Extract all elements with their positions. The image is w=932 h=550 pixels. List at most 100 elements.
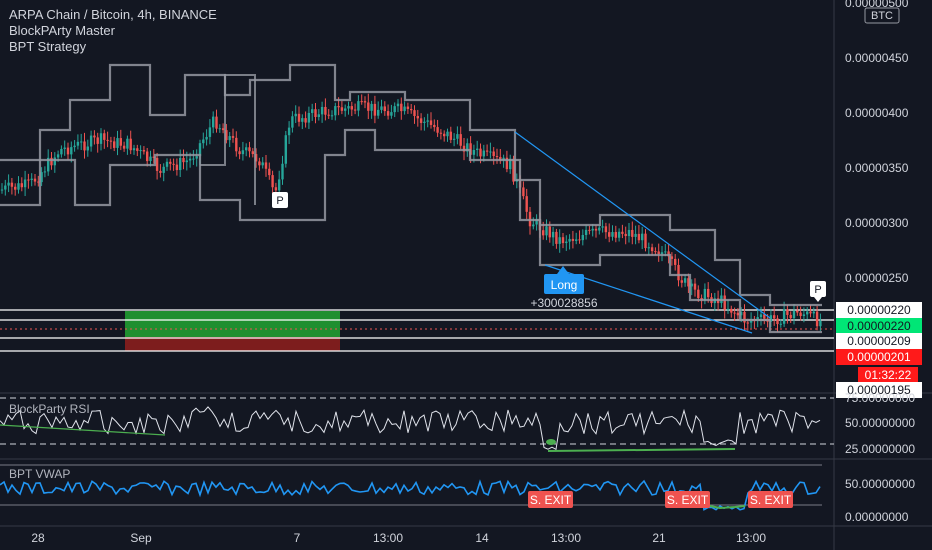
candle-body	[683, 278, 687, 283]
candle-body	[261, 162, 264, 166]
channel-upper	[0, 63, 822, 307]
trendline-upper	[514, 131, 771, 319]
candle-body	[254, 154, 258, 162]
rsi-divergence-line	[0, 424, 166, 436]
candle-body	[149, 156, 152, 162]
candle-body	[159, 170, 162, 173]
time-tick-label: 14	[475, 531, 489, 545]
time-tick-label: 7	[294, 531, 301, 545]
price-tag-label: 0.00000209	[847, 334, 911, 348]
indicator-label-strategy[interactable]: BPT Strategy	[9, 39, 87, 54]
exit-label: S. EXIT	[667, 493, 709, 507]
rsi-divergence-dot	[546, 439, 556, 445]
price-tick-label: 0.00000350	[845, 161, 909, 175]
chart-title: ARPA Chain / Bitcoin, 4h, BINANCE	[9, 7, 217, 22]
rsi-pane-title[interactable]: BlockParty RSI	[9, 402, 90, 416]
candle-body	[571, 238, 575, 241]
candle-body	[429, 120, 433, 125]
candle-body	[294, 113, 297, 117]
rsi-tick-label: 75.00000000	[845, 391, 915, 405]
candle-body	[492, 151, 495, 157]
candle-body	[248, 147, 251, 152]
exit-label-box	[528, 491, 573, 508]
candle-body	[423, 121, 426, 123]
exit-label: S. EXIT	[750, 493, 792, 507]
candle-body	[66, 147, 70, 155]
long-zone	[125, 311, 340, 337]
candle-body	[245, 147, 248, 151]
long-label-box	[544, 274, 584, 294]
candle-body	[324, 106, 327, 115]
candle-body	[482, 150, 485, 157]
candle-body	[258, 161, 261, 166]
candle-body	[697, 289, 700, 299]
candle-body	[122, 145, 126, 149]
candle-body	[327, 114, 330, 116]
candle-body	[198, 143, 202, 157]
candle-body	[667, 251, 670, 257]
candle-body	[377, 109, 380, 116]
candle-body	[337, 106, 340, 108]
candle-body	[433, 124, 436, 128]
candle-body	[637, 233, 641, 241]
candle-body	[139, 150, 142, 152]
candle-body	[278, 179, 281, 191]
candle-body	[769, 315, 773, 322]
candle-body	[782, 309, 786, 324]
candle-body	[789, 314, 792, 319]
candle-body	[360, 101, 363, 103]
candle-body	[126, 138, 129, 149]
candle-body	[363, 101, 367, 103]
candle-body	[690, 283, 693, 287]
candle-body	[274, 187, 278, 191]
price-tick-label: 0.00000300	[845, 216, 909, 230]
vwap-tick-label: 0.00000000	[845, 510, 909, 524]
currency-badge	[864, 7, 900, 24]
candle-body	[347, 106, 350, 109]
candle-body	[542, 230, 545, 236]
candle-body	[251, 151, 254, 155]
candle-body	[350, 106, 353, 110]
candle-body	[654, 251, 657, 253]
vwap-pane-title[interactable]: BPT VWAP	[9, 467, 71, 481]
candle-body	[726, 308, 730, 310]
candle-body	[565, 241, 568, 244]
candle-body	[446, 131, 449, 137]
candle-body	[743, 311, 746, 323]
candle-body	[426, 120, 429, 122]
indicator-label-master[interactable]: BlockPArty Master	[9, 23, 115, 38]
candle-body	[142, 150, 146, 152]
time-tick-label: 13:00	[736, 531, 766, 545]
candle-body	[146, 151, 149, 162]
candle-body	[436, 127, 439, 133]
candle-body	[27, 179, 30, 181]
candle-body	[611, 232, 614, 237]
candle-body	[231, 136, 235, 138]
candle-body	[485, 150, 489, 152]
candle-body	[779, 323, 782, 325]
candle-body	[334, 106, 337, 116]
candle-body	[53, 157, 56, 166]
candle-body	[212, 116, 215, 128]
candle-body	[799, 312, 802, 317]
candle-body	[796, 310, 799, 313]
candle-body	[109, 140, 113, 142]
candle-body	[703, 288, 707, 301]
candle-body	[746, 322, 749, 324]
candle-body	[344, 108, 347, 111]
candle-body	[819, 320, 822, 327]
vwap-tick-label: 50.00000000	[845, 477, 915, 491]
candle-body	[86, 146, 89, 151]
candle-body	[776, 318, 779, 325]
candle-body	[205, 136, 208, 140]
candle-body	[93, 135, 96, 138]
candle-body	[10, 182, 14, 187]
candle-body	[509, 158, 512, 170]
candle-body	[169, 161, 172, 164]
candle-body	[43, 171, 47, 173]
price-tag	[858, 367, 918, 383]
candle-body	[353, 109, 357, 111]
price-tag	[836, 318, 922, 334]
candle-body	[730, 308, 733, 313]
